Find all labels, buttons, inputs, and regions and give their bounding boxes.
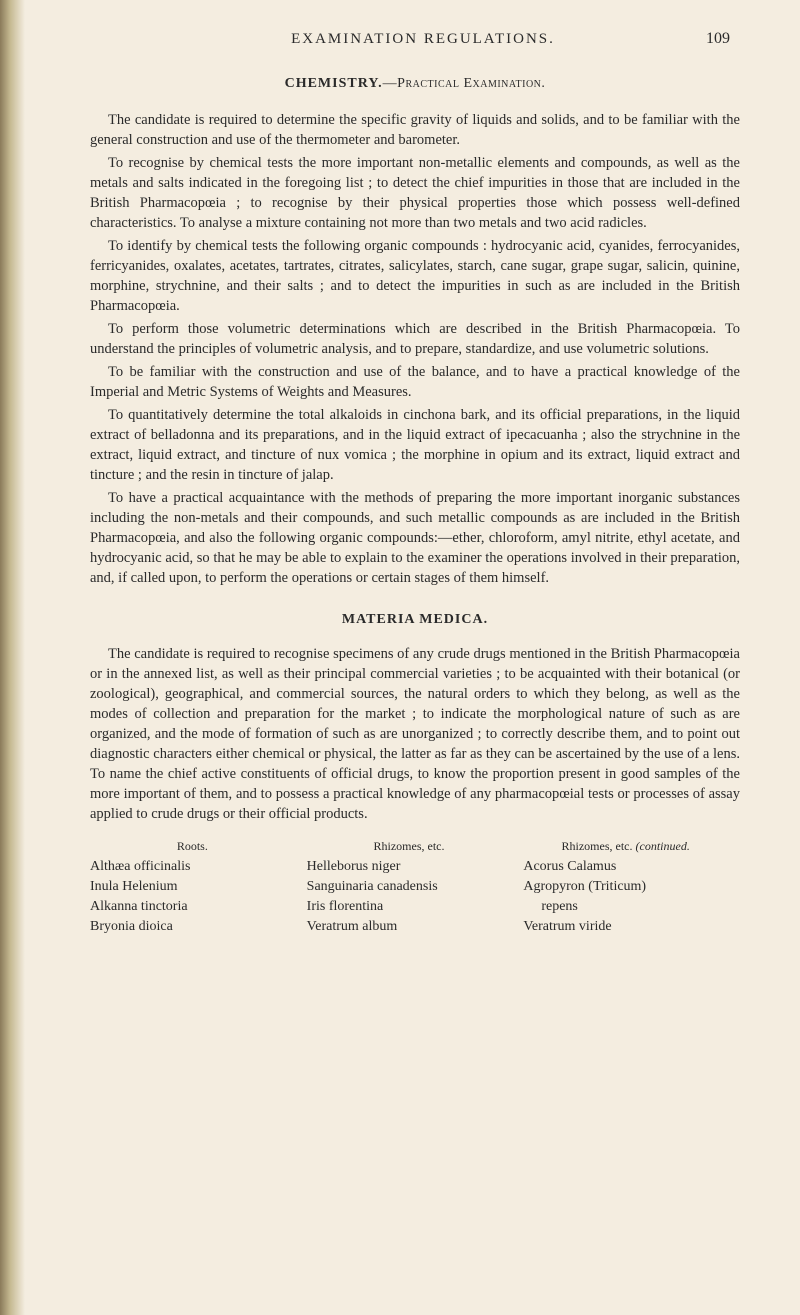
col3-header-text: Rhizomes, etc. (continued. [562, 839, 690, 853]
chemistry-title: CHEMISTRY.—Practical Examination. [90, 76, 740, 92]
col3-header: Rhizomes, etc. (continued. [523, 838, 728, 854]
page-header: EXAMINATION REGULATIONS. 109 [90, 30, 740, 48]
col1-item: Althæa officinalis [90, 858, 295, 877]
col2-item: Helleborus niger [307, 858, 512, 877]
para-3: To identify by chemical tests the follow… [90, 236, 740, 316]
page-edge-shadow [0, 0, 25, 1315]
col2-header: Rhizomes, etc. [307, 838, 512, 854]
col3-item: Acorus Calamus [523, 858, 728, 877]
para-2: To recognise by chemical tests the more … [90, 153, 740, 233]
col1-item: Alkanna tinctoria [90, 898, 295, 917]
col2-item: Sanguinaria canadensis [307, 878, 512, 897]
page-number: 109 [706, 30, 730, 48]
col3-item: Agropyron (Triticum) [523, 878, 728, 897]
para-7: To have a practical acquaintance with th… [90, 488, 740, 588]
col1-header: Roots. [90, 838, 295, 854]
para2-1: The candidate is required to recognise s… [90, 644, 740, 824]
chemistry-title-rest: —Practical Examination. [383, 76, 546, 91]
col2-item: Iris florentina [307, 898, 512, 917]
col2-item: Veratrum album [307, 918, 512, 937]
drugs-table: Roots. Althæa officinalis Inula Helenium… [90, 838, 740, 938]
col3-item: Veratrum viride [523, 918, 728, 937]
table-col-rhizomes: Rhizomes, etc. Helleborus niger Sanguina… [307, 838, 524, 938]
para-6: To quantitatively determine the total al… [90, 405, 740, 485]
running-title: EXAMINATION REGULATIONS. [140, 31, 706, 48]
materia-medica-heading: MATERIA MEDICA. [90, 612, 740, 628]
chemistry-title-bold: CHEMISTRY. [285, 76, 383, 91]
para-5: To be familiar with the construction and… [90, 362, 740, 402]
table-col-rhizomes-cont: Rhizomes, etc. (continued. Acorus Calamu… [523, 838, 740, 938]
col3-item: repens [523, 898, 728, 917]
para-1: The candidate is required to determine t… [90, 110, 740, 150]
col1-item: Inula Helenium [90, 878, 295, 897]
col1-item: Bryonia dioica [90, 918, 295, 937]
table-col-roots: Roots. Althæa officinalis Inula Helenium… [90, 838, 307, 938]
para-4: To perform those volumetric determinatio… [90, 319, 740, 359]
